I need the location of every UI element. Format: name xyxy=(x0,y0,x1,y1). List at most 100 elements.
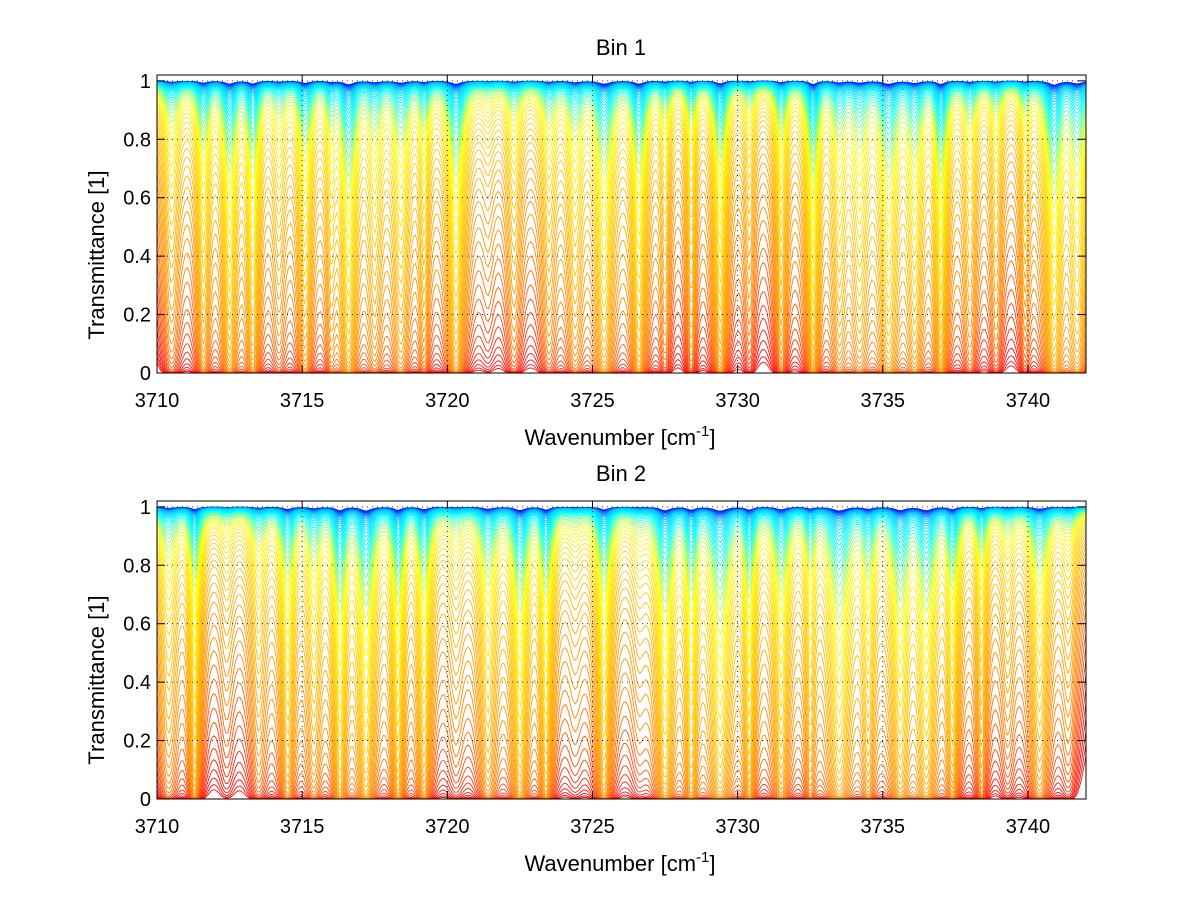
series-line xyxy=(157,580,1086,799)
series-line xyxy=(157,182,1086,373)
series-line xyxy=(157,82,1086,109)
x-tick-label: 3730 xyxy=(715,390,760,412)
x-tick-label: 3720 xyxy=(425,390,470,412)
y-tick-label: 0.2 xyxy=(123,731,151,753)
series-line xyxy=(157,304,1086,373)
series-line xyxy=(157,107,1086,293)
x-tick-label: 3735 xyxy=(861,816,906,838)
y-axis-label: Transmittance [1] xyxy=(84,170,109,339)
series-line xyxy=(157,104,1086,279)
series-line xyxy=(157,511,1086,601)
series-line xyxy=(157,82,1086,103)
x-tick-label: 3735 xyxy=(861,390,906,412)
series-line xyxy=(157,115,1086,321)
y-tick-label: 0.8 xyxy=(123,129,151,151)
x-tick-label: 3720 xyxy=(425,816,470,838)
series-line xyxy=(157,524,1086,734)
plot-area xyxy=(157,80,1086,373)
series-line xyxy=(157,731,1086,799)
series-line xyxy=(157,85,1086,148)
series-line xyxy=(157,162,1086,370)
series-line xyxy=(157,262,1086,373)
series-line xyxy=(157,512,1086,624)
series-line xyxy=(157,522,1086,721)
series-line xyxy=(157,81,1086,100)
series-line xyxy=(157,513,1086,636)
series-line xyxy=(157,588,1086,799)
series-line xyxy=(157,94,1086,222)
series-line xyxy=(157,756,1086,799)
series-line xyxy=(157,509,1086,574)
series-line xyxy=(157,137,1086,358)
x-axis-label: Wavenumber [cm-1] xyxy=(524,849,715,876)
series-line xyxy=(157,703,1086,799)
axes-box xyxy=(156,74,1087,374)
y-tick-label: 0 xyxy=(140,789,151,811)
x-tick-label: 3710 xyxy=(135,390,180,412)
x-axis-label-text: Wavenumber [cm xyxy=(524,851,696,876)
series-line xyxy=(157,89,1086,186)
x-axis-label-text: Wavenumber [cm xyxy=(524,425,696,450)
series-line xyxy=(157,233,1086,373)
x-tick-label: 3740 xyxy=(1006,816,1051,838)
series-line xyxy=(157,557,1086,796)
series-line xyxy=(157,633,1086,799)
series-line xyxy=(157,120,1086,333)
series-line xyxy=(157,85,1086,140)
series-line xyxy=(157,247,1086,373)
series-line xyxy=(157,91,1086,198)
series-line xyxy=(157,84,1086,128)
series-line xyxy=(157,508,1086,560)
x-tick-label: 3725 xyxy=(570,816,615,838)
x-axis-label: Wavenumber [cm-1] xyxy=(524,423,715,450)
x-axis-label-superscript: -1 xyxy=(696,423,709,440)
series-line xyxy=(157,172,1086,372)
plot-area xyxy=(157,506,1086,799)
series-line xyxy=(157,541,1086,785)
series-line xyxy=(157,101,1086,264)
x-tick-label: 3710 xyxy=(135,816,180,838)
series-line xyxy=(157,219,1086,373)
x-axis-label-superscript: -1 xyxy=(696,849,709,866)
series-line xyxy=(157,96,1086,235)
series-line xyxy=(157,508,1086,543)
series-line xyxy=(157,194,1086,373)
y-tick-label: 1 xyxy=(140,497,151,519)
series-line xyxy=(157,744,1086,799)
chart-title: Bin 1 xyxy=(596,35,646,60)
x-tick-label: 3740 xyxy=(1006,390,1051,412)
axis-ticks: 3710 3715 3720 3725 3730 3735 3740 0 0.2 0.4 0.6 0.… xyxy=(123,497,1086,838)
x-axis-label-end: ] xyxy=(709,851,715,876)
series-line xyxy=(157,520,1086,707)
series-line xyxy=(157,537,1086,778)
series-line xyxy=(157,546,1086,790)
series-line xyxy=(157,111,1086,307)
series-line xyxy=(157,145,1086,364)
subplot-bin-2: Bin 2 3710 3715 3720 3725 3730 3735 3740 0 0.2 0.… xyxy=(84,461,1087,876)
series-line xyxy=(157,508,1086,548)
series-line xyxy=(157,276,1086,373)
series-line xyxy=(157,206,1086,373)
series-line xyxy=(157,510,1086,582)
series-line xyxy=(157,514,1086,649)
series-line xyxy=(157,515,1086,663)
series-line xyxy=(157,98,1086,250)
y-tick-label: 0.4 xyxy=(123,672,151,694)
series-line xyxy=(157,518,1086,692)
series-line xyxy=(157,87,1086,165)
series-line xyxy=(157,527,1086,747)
series-line xyxy=(157,510,1086,591)
axis-ticks: 3710 3715 3720 3725 3730 3735 3740 0 0.2 0.4 0.6 0.… xyxy=(123,71,1086,412)
series-line xyxy=(157,125,1086,343)
series-line xyxy=(157,517,1086,678)
y-tick-label: 0.4 xyxy=(123,246,151,268)
series-line xyxy=(157,511,1086,612)
x-tick-label: 3715 xyxy=(280,816,325,838)
y-axis-label: Transmittance [1] xyxy=(84,595,109,764)
series-line xyxy=(157,551,1086,794)
chart-title: Bin 2 xyxy=(596,461,646,486)
x-tick-label: 3725 xyxy=(570,390,615,412)
series-line xyxy=(157,564,1086,798)
series-line xyxy=(157,290,1086,373)
